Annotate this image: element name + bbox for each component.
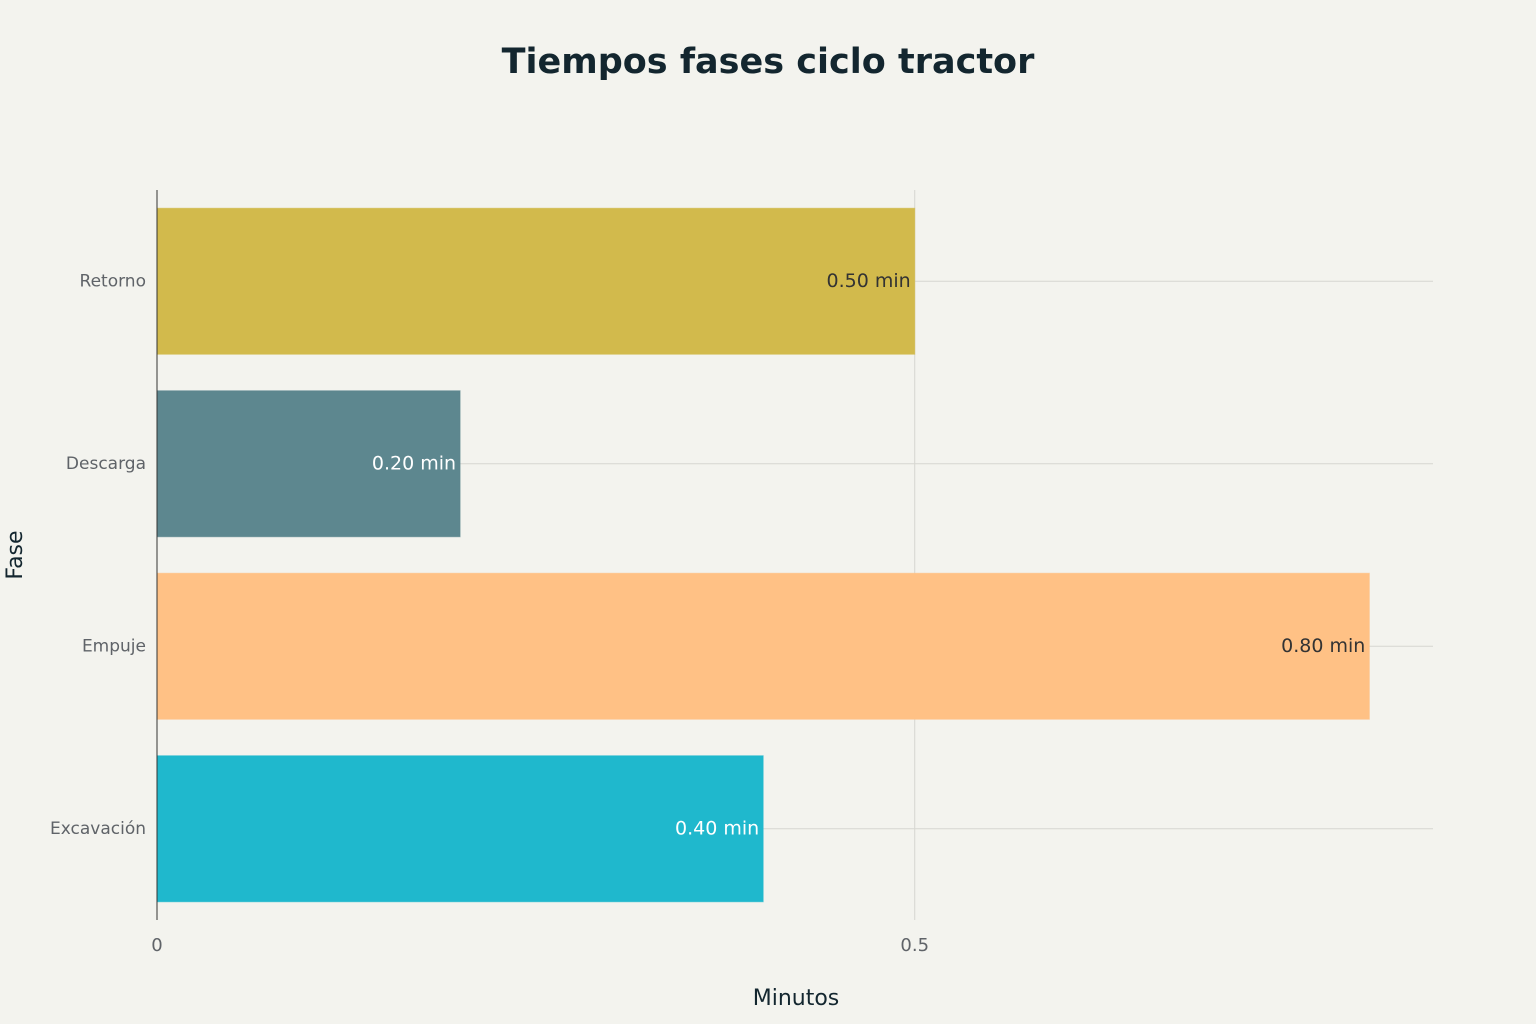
chart-title: Tiempos fases ciclo tractor — [502, 42, 1035, 82]
y-tick-label: Descarga — [66, 454, 146, 474]
y-tick-label: Retorno — [80, 271, 146, 291]
value-label: 0.50 min — [827, 270, 911, 292]
y-axis-title: Fase — [3, 530, 28, 579]
value-label: 0.80 min — [1281, 635, 1365, 657]
bar — [156, 390, 461, 538]
x-axis-title: Minutos — [753, 986, 840, 1011]
value-label: 0.40 min — [675, 817, 759, 839]
bar — [156, 572, 1370, 720]
bar — [156, 755, 764, 903]
x-tick-label: 0.5 — [900, 935, 929, 956]
y-tick-label: Excavación — [50, 819, 146, 839]
x-tick-label: 0 — [151, 935, 162, 956]
bar — [156, 207, 916, 355]
value-label: 0.20 min — [372, 452, 456, 474]
y-tick-label: Empuje — [82, 636, 146, 656]
